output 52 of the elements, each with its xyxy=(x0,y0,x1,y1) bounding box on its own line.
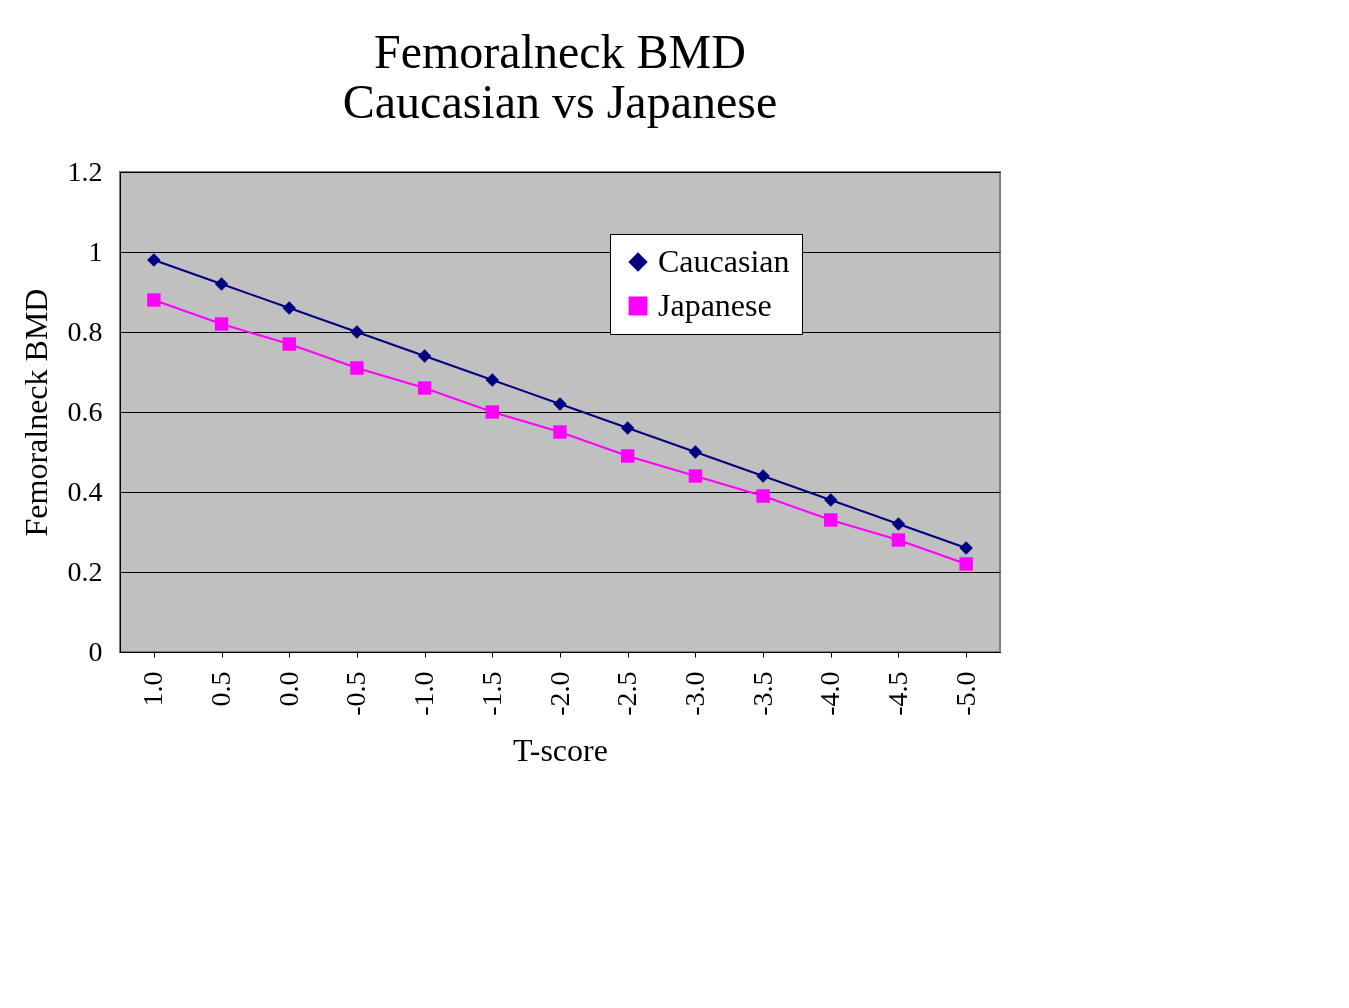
legend-label: Caucasian xyxy=(658,243,790,279)
x-tick-label: -4.0 xyxy=(814,671,846,716)
point xyxy=(417,381,432,395)
point xyxy=(485,373,500,387)
point xyxy=(417,349,432,363)
y-tick-label: 0.6 xyxy=(67,395,103,427)
point xyxy=(620,449,635,463)
point xyxy=(688,469,703,483)
point xyxy=(959,541,973,555)
point xyxy=(620,421,635,435)
x-tick-label: -1.0 xyxy=(408,671,440,716)
x-tick-label: -1.5 xyxy=(475,671,507,716)
point xyxy=(959,557,973,571)
point xyxy=(214,277,229,291)
point xyxy=(553,397,567,411)
x-tick-label: -4.5 xyxy=(881,671,913,716)
y-tick-label: 0.4 xyxy=(67,475,103,507)
y-tick-label: 0 xyxy=(88,635,103,667)
point xyxy=(147,293,161,307)
y-tick-label: 1.2 xyxy=(67,155,103,187)
point xyxy=(350,361,364,375)
x-tick-label: -0.5 xyxy=(340,671,372,716)
x-tick-label: -5.0 xyxy=(949,671,981,716)
point xyxy=(824,513,838,527)
x-tick-label: -2.5 xyxy=(611,671,643,716)
point xyxy=(891,517,906,531)
point xyxy=(756,489,770,503)
x-tick-label: -3.5 xyxy=(746,671,778,716)
point xyxy=(756,469,770,483)
x-tick-label: 1.0 xyxy=(137,671,169,707)
point xyxy=(688,445,703,459)
y-tick-label: 0.8 xyxy=(67,315,103,347)
point xyxy=(553,425,567,439)
point xyxy=(147,253,161,267)
point xyxy=(891,533,906,547)
x-axis-title: T-score xyxy=(513,731,608,768)
x-tick-label: -3.0 xyxy=(678,671,710,716)
point xyxy=(485,405,500,419)
text: Femoralneck BMD xyxy=(374,25,746,78)
point xyxy=(824,493,838,507)
x-tick-label: -2.0 xyxy=(543,671,575,716)
legend-label: Japanese xyxy=(658,287,772,323)
x-tick-label: 0.0 xyxy=(272,671,304,707)
y-axis-title: Femoralneck BMD xyxy=(17,288,54,537)
x-tick-label: 0.5 xyxy=(205,671,237,707)
point xyxy=(350,325,364,339)
point xyxy=(214,317,229,331)
text: Caucasian vs Japanese xyxy=(342,75,778,128)
point xyxy=(282,337,296,351)
y-tick-label: 0.2 xyxy=(67,555,103,587)
y-tick-label: 1 xyxy=(88,235,103,267)
point xyxy=(282,301,296,315)
